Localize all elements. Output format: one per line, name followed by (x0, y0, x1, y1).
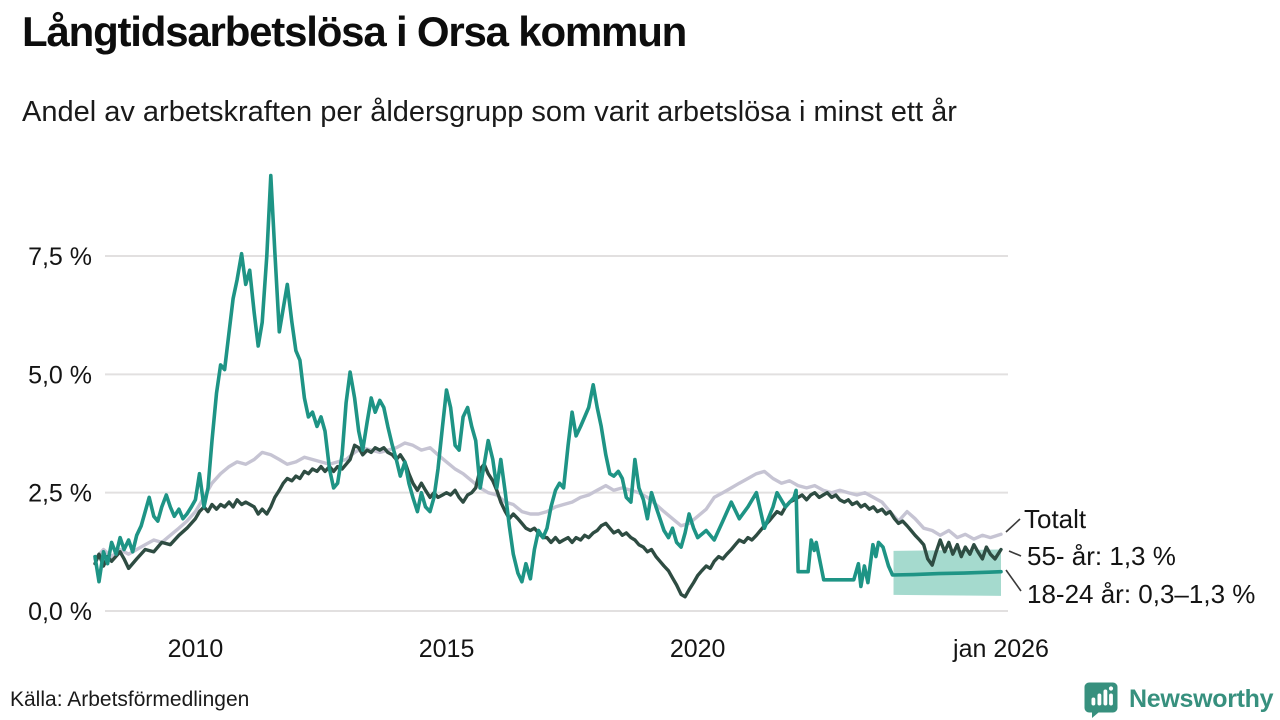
gridlines (105, 255, 1008, 612)
svg-text:0,0 %: 0,0 % (28, 598, 92, 626)
svg-text:2015: 2015 (419, 635, 475, 663)
series-lines (93, 173, 1003, 599)
svg-text:2020: 2020 (670, 635, 726, 663)
annotation-55-ar: 55- år: 1,3 % (1027, 541, 1176, 571)
annotation-leader-lines (1005, 518, 1022, 592)
newsworthy-logo: Newsworthy (1082, 680, 1274, 718)
newsworthy-wordmark: Newsworthy (1129, 684, 1274, 713)
svg-text:2010: 2010 (168, 635, 224, 663)
y-axis-labels: 0,0 % 2,5 % 5,0 % 7,5 % (28, 243, 92, 626)
svg-text:2,5 %: 2,5 % (28, 480, 92, 508)
annotation-totalt: Totalt (1024, 504, 1087, 534)
source-note: Källa: Arbetsförmedlingen (10, 688, 250, 711)
newsworthy-icon (1084, 682, 1118, 718)
x-axis-labels: 2010 2015 2020 jan 2026 (168, 635, 1049, 663)
svg-text:7,5 %: 7,5 % (28, 243, 92, 271)
page-subtitle: Andel av arbetskraften per åldersgrupp s… (22, 96, 957, 128)
svg-text:jan 2026: jan 2026 (952, 635, 1049, 663)
svg-text:5,0 %: 5,0 % (28, 361, 92, 389)
annotation-18-24-ar: 18-24 år: 0,3–1,3 % (1027, 579, 1256, 609)
page-title: Långtidsarbetslösa i Orsa kommun (22, 8, 687, 55)
